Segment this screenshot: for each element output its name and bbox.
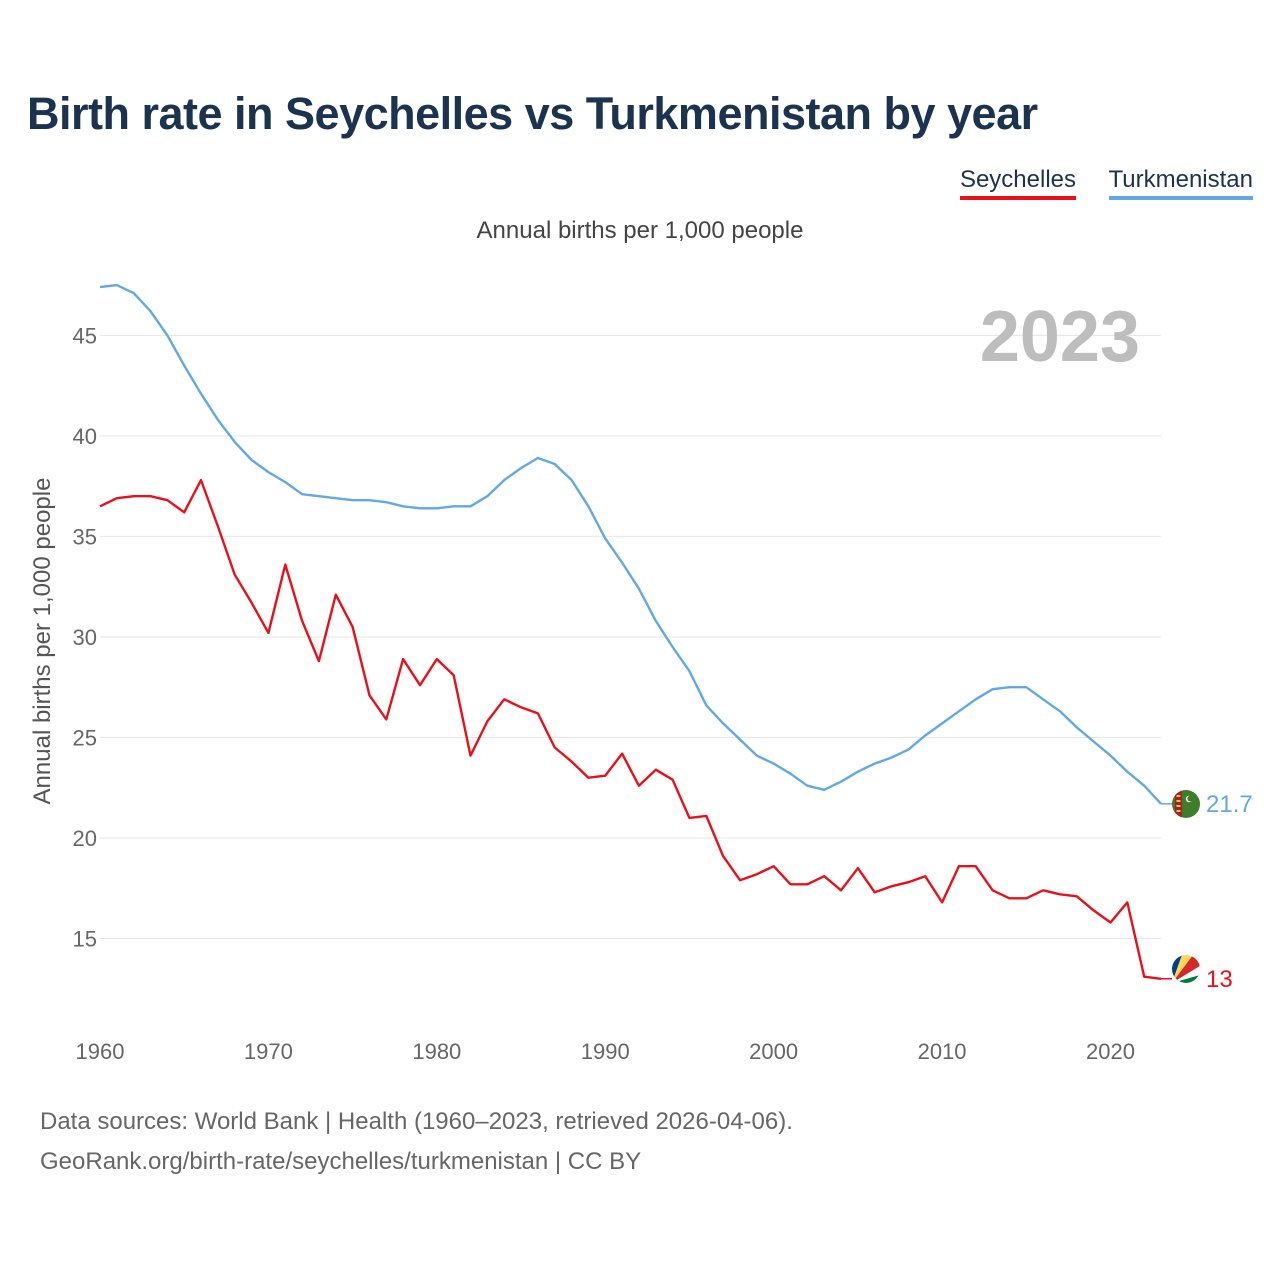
source-note: Data sources: World Bank | Health (1960–… [40,1108,793,1135]
end-value-label-seychelles: 13 [1206,966,1233,993]
y-tick-label: 35 [73,524,97,549]
series-line-seychelles[interactable] [99,478,1162,980]
line-chart: 15 20 25 30 35 40 45 1960 1970 1980 1990 2000 2010 2… [29,283,1253,1064]
x-tick-label: 2000 [749,1039,798,1064]
y-tick-label: 30 [73,625,97,650]
legend-item-seychelles[interactable]: Seychelles [959,166,1076,200]
end-value-label-turkmenistan: 21.7 [1206,791,1253,818]
chart-title: Birth rate in Seychelles vs Turkmenistan… [27,88,1038,139]
x-tick-label: 2010 [918,1039,967,1064]
legend-item-turkmenistan[interactable]: Turkmenistan [1108,166,1253,200]
source-url[interactable]: GeoRank.org/birth-rate/seychelles/turkme… [40,1148,642,1175]
y-tick-label: 45 [73,323,97,348]
year-label: 2023 [980,297,1140,377]
x-tick-label: 1960 [76,1039,125,1064]
series-line-turkmenistan[interactable] [99,283,1162,805]
x-tick-label: 1970 [244,1039,293,1064]
x-tick-label: 1980 [412,1039,461,1064]
x-tick-label: 2020 [1086,1039,1135,1064]
chart-subtitle: Annual births per 1,000 people [476,217,804,244]
y-tick-label: 15 [73,927,97,952]
y-tick-label: 40 [73,424,97,449]
turkmenistan-flag-icon [1172,790,1200,818]
seychelles-flag-icon [1172,955,1200,983]
x-tick-label: 1990 [581,1039,630,1064]
y-tick-label: 25 [73,725,97,750]
y-axis-label: Annual births per 1,000 people [29,478,56,805]
y-tick-label: 20 [73,826,97,851]
